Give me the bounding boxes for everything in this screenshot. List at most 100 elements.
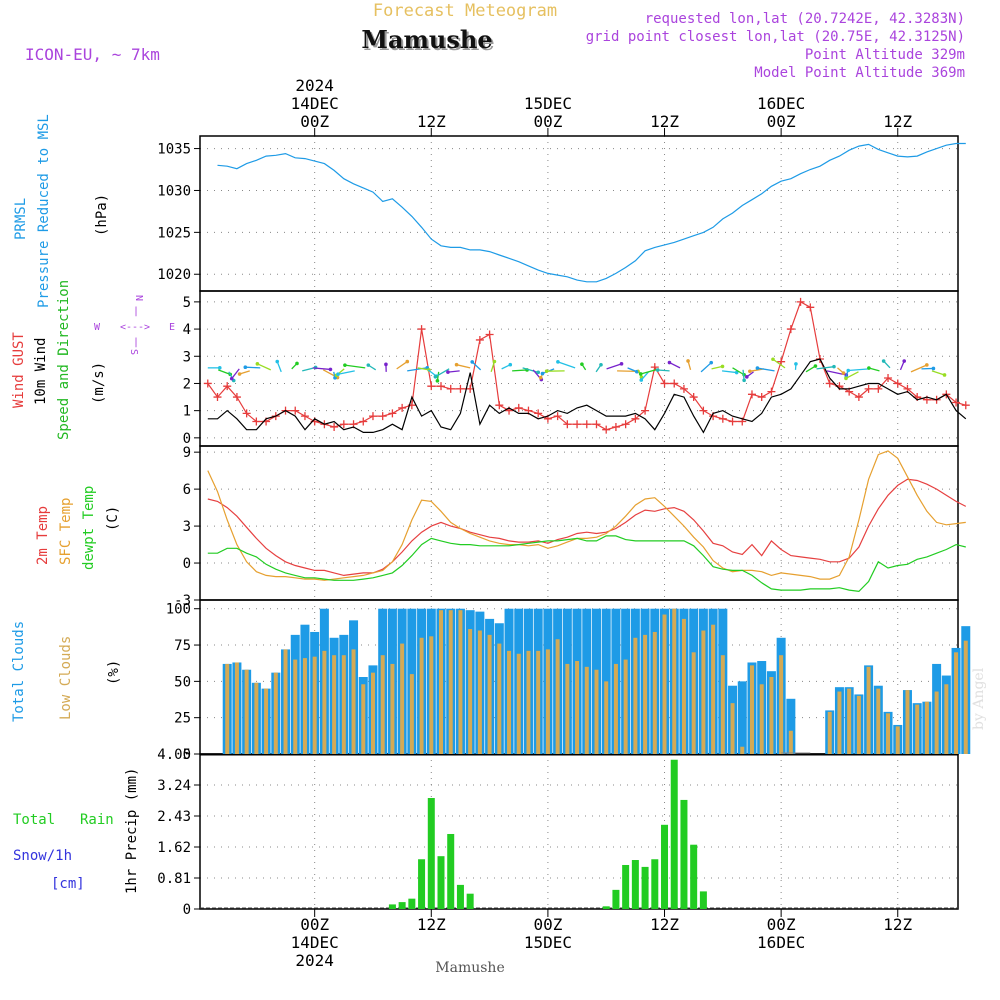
- low-cloud-bar: [293, 659, 298, 754]
- wind-direction-arrow: [557, 361, 576, 369]
- precip-ytick-label: 0.81: [157, 871, 191, 887]
- wind-direction-arrowhead: [844, 376, 848, 381]
- wind-gust-marker: [864, 384, 873, 393]
- precip-unit: 1hr Precip (mm): [124, 768, 140, 894]
- wind-direction-arrowhead: [446, 370, 450, 374]
- wind-direction-arrowhead: [619, 362, 624, 366]
- plot-layer: 1020102510301035012345-30369025507510000…: [157, 76, 971, 970]
- low-cloud-bar: [225, 663, 230, 754]
- temp-label-3: dewpt Temp: [81, 486, 97, 570]
- low-cloud-bar: [390, 663, 395, 754]
- pressure-frame: [199, 135, 959, 292]
- low-cloud-bar: [419, 637, 424, 754]
- low-cloud-bar: [254, 682, 259, 754]
- temp-ytick-label: 9: [183, 445, 191, 461]
- low-cloud-bar: [924, 701, 929, 754]
- low-cloud-bar: [584, 666, 589, 754]
- wind-direction-arrowhead: [709, 360, 714, 365]
- wind-direction-arrowhead: [881, 359, 886, 363]
- wind-direction-arrow: [435, 368, 450, 378]
- wind-direction-arrowhead: [638, 372, 643, 376]
- point-altitude: Point Altitude 329m: [805, 47, 965, 63]
- wind-gust-marker: [330, 422, 339, 431]
- rain-bar: [622, 864, 630, 909]
- wind-direction-arrowhead: [734, 370, 739, 375]
- precip-ytick-label: 4.05: [157, 747, 191, 763]
- wind-direction-arrowhead: [794, 362, 798, 366]
- wind-direction-arrow: [805, 365, 816, 373]
- wind-gust-marker: [242, 409, 251, 418]
- wind-gust-marker: [582, 420, 591, 429]
- wind-gust-marker: [611, 422, 620, 431]
- low-cloud-bar: [886, 713, 891, 754]
- low-cloud-bar: [545, 649, 550, 754]
- wind-direction-arrowhead: [229, 376, 234, 381]
- rain-bar: [690, 844, 698, 909]
- clouds-unit: (%): [106, 660, 122, 685]
- low-cloud-bar: [847, 688, 852, 754]
- wind-direction-arrow: [931, 370, 945, 376]
- model-altitude: Model Point Altitude 369m: [754, 65, 965, 81]
- wind-gust-marker: [417, 325, 426, 334]
- wind-direction-arrowhead: [742, 378, 746, 383]
- wind-direction-arrowhead: [508, 362, 513, 367]
- clouds-ytick-label: 100: [166, 602, 191, 618]
- low-cloud-bar: [895, 726, 900, 754]
- compass-vertical-top: |: [133, 306, 139, 317]
- low-cloud-bar: [400, 643, 405, 754]
- temp-dewpt-line: [207, 535, 966, 593]
- wind-gust-marker: [893, 379, 902, 388]
- rain-bar: [699, 891, 707, 909]
- wind-gust-marker: [359, 417, 368, 426]
- wind-direction-arrow: [816, 366, 835, 370]
- wind-gust-marker: [796, 297, 805, 306]
- wind-direction-arrowhead: [745, 375, 749, 379]
- wind-gust-marker: [884, 374, 893, 383]
- wind-direction-arrowhead: [217, 366, 222, 370]
- top-axis-time: 12Z: [650, 112, 679, 131]
- low-cloud-bar: [409, 674, 414, 754]
- wind-gust-marker: [631, 414, 640, 423]
- chart-subtitle: Forecast Meteogram: [373, 1, 557, 21]
- wind-gust-marker: [437, 382, 446, 391]
- low-cloud-bar: [244, 669, 249, 754]
- wind-gust-marker: [232, 393, 241, 402]
- temp-ytick-label: 0: [183, 556, 191, 572]
- precip-ytick-label: 0: [183, 902, 191, 918]
- total-cloud-bar: [737, 681, 747, 754]
- wind-direction-arrowhead: [902, 359, 907, 363]
- clouds-label-2: Low Clouds: [58, 636, 74, 720]
- wind-gust-marker: [961, 401, 970, 410]
- wind-direction-arrowhead: [634, 369, 639, 374]
- low-cloud-bar: [915, 704, 920, 754]
- wind-direction-arrowhead: [867, 366, 871, 370]
- low-cloud-bar: [380, 655, 385, 754]
- wind-ytick-label: 4: [183, 322, 191, 338]
- low-cloud-bar: [429, 636, 434, 754]
- wind-gust-marker: [592, 420, 601, 429]
- wind-gust-marker: [641, 406, 650, 415]
- pressure-label-2: Pressure Reduced to MSL: [36, 114, 52, 308]
- compass-horizontal: <--->: [120, 322, 150, 333]
- bottom-axis-year: 2024: [295, 951, 334, 970]
- wind-direction-arrowhead: [639, 378, 644, 382]
- clouds-ytick-label: 75: [174, 638, 191, 654]
- low-cloud-bar: [341, 655, 346, 754]
- rain-bar: [661, 824, 669, 909]
- wind-direction-arrowhead: [846, 368, 851, 373]
- wind-direction-arrowhead: [540, 371, 545, 376]
- wind-direction-arrow: [606, 363, 622, 370]
- wind-direction-arrow: [757, 367, 775, 372]
- low-cloud-bar: [351, 649, 356, 754]
- low-cloud-bar: [944, 684, 949, 754]
- wind-direction-arrow: [337, 370, 355, 375]
- pressure-ytick-label: 1020: [157, 267, 191, 283]
- wind-direction-arrowhead: [771, 357, 775, 362]
- wind-direction-arrowhead: [328, 367, 333, 372]
- pressure-ytick-label: 1030: [157, 183, 191, 199]
- low-cloud-bar: [934, 691, 939, 754]
- low-cloud-bar: [711, 624, 716, 754]
- rain-bar: [651, 859, 659, 909]
- precip-ytick-label: 1.62: [157, 840, 191, 856]
